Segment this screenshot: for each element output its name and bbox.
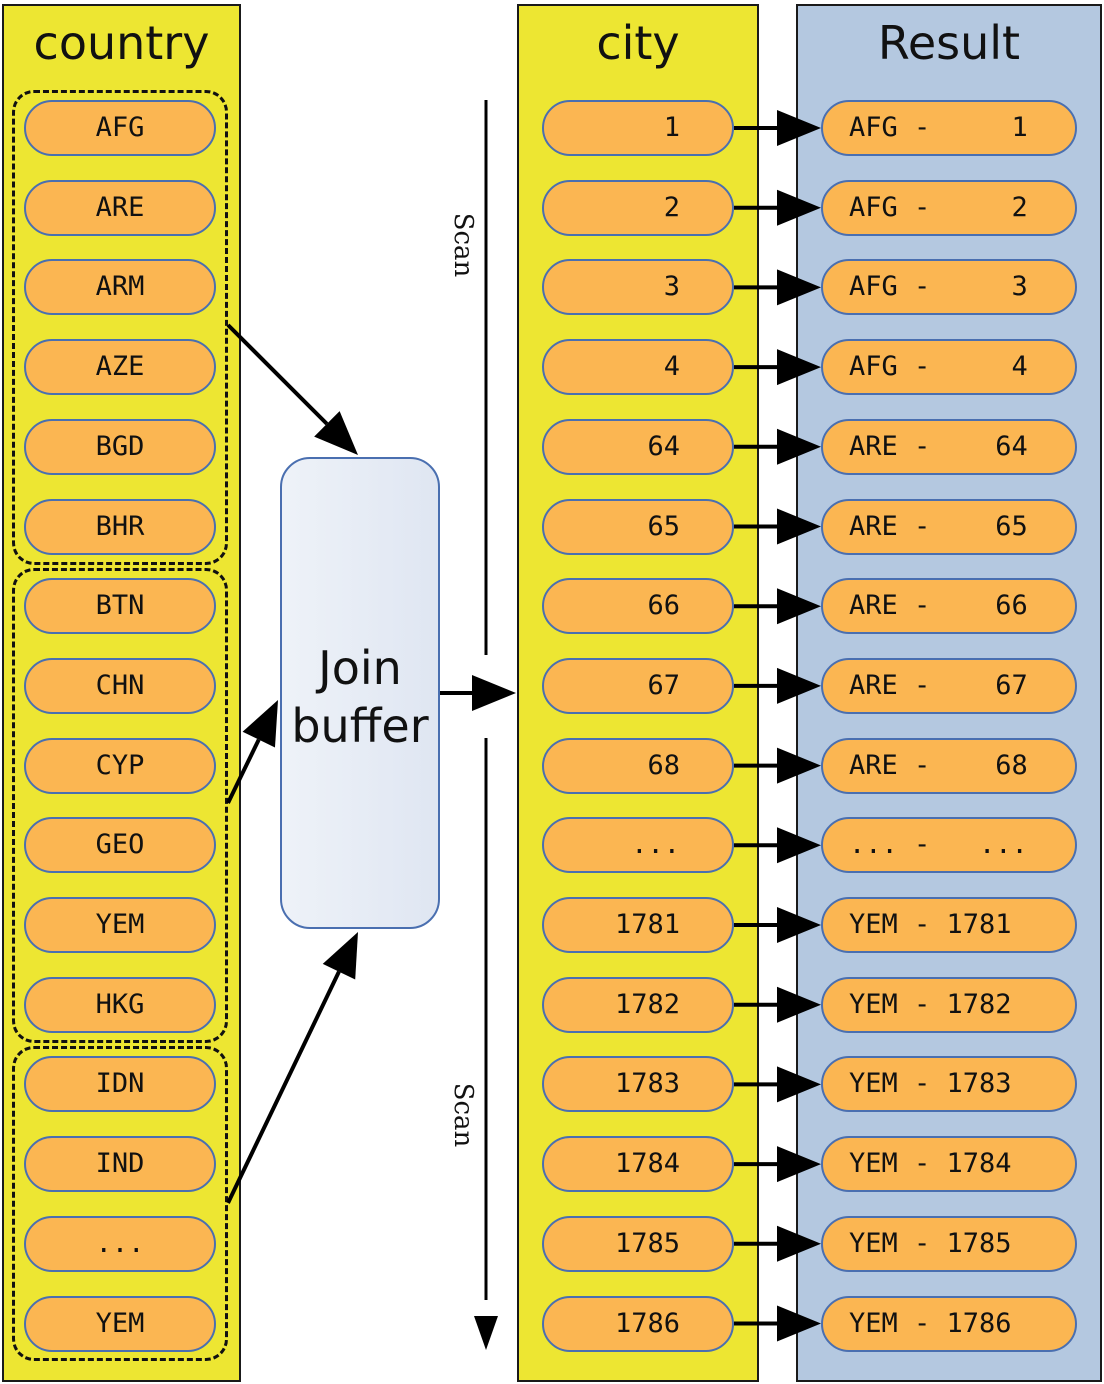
batch-2-arrow-head [242, 700, 278, 748]
city-row: 1785 [542, 1215, 734, 1272]
result-row: AFG - 1 [821, 100, 1077, 156]
city-title: city [596, 16, 680, 70]
country-row: BGD [24, 418, 216, 475]
city-row: 1 [542, 100, 734, 156]
city-to-result-arrow-head [777, 1146, 821, 1183]
result-row: ARE - 68 [821, 737, 1077, 794]
city-row: 4 [542, 339, 734, 396]
country-row: ARE [24, 179, 216, 236]
country-row: AFG [24, 100, 216, 156]
city-to-result-arrow-head [777, 508, 821, 545]
result-row: YEM - 1784 [821, 1136, 1077, 1193]
city-to-result-arrow-head [777, 428, 821, 465]
city-to-result-arrow-head [777, 747, 821, 784]
result-row: YEM - 1781 [821, 897, 1077, 953]
city-row: 1784 [542, 1136, 734, 1193]
result-row: YEM - 1783 [821, 1056, 1077, 1113]
city-row: 67 [542, 657, 734, 714]
city-to-result-arrow-head [777, 907, 821, 943]
buffer-to-city-arrow-head [472, 675, 516, 711]
city-to-result-arrow-head [777, 1225, 821, 1262]
result-row: YEM - 1785 [821, 1215, 1077, 1272]
country-row: BTN [24, 578, 216, 635]
country-row: GEO [24, 817, 216, 874]
city-to-result-arrow-head [777, 269, 821, 306]
join-buffer-label-line2: buffer [291, 699, 429, 753]
result-row: AFG - 4 [821, 339, 1077, 396]
join-buffer-batch-group [12, 568, 228, 1043]
result-row: AFG - 3 [821, 259, 1077, 316]
city-row: 68 [542, 737, 734, 794]
city-row: 1786 [542, 1295, 734, 1352]
join-buffer-label-line1: Join [318, 641, 402, 695]
result-row: ARE - 66 [821, 578, 1077, 635]
country-row: YEM [24, 1295, 216, 1352]
batch-3-arrow-shaft [226, 970, 341, 1204]
country-row: CHN [24, 657, 216, 714]
city-row: ... [542, 817, 734, 874]
city-to-result-arrow-head [777, 1305, 821, 1342]
result-row: YEM - 1782 [821, 976, 1077, 1033]
country-title: country [33, 16, 210, 70]
city-to-result-arrow-head [777, 1066, 821, 1103]
country-row: BHR [24, 498, 216, 555]
country-row: AZE [24, 339, 216, 396]
city-to-result-arrow-head [777, 986, 821, 1023]
join-buffer-batch-group [12, 1046, 228, 1362]
city-row: 64 [542, 418, 734, 475]
city-row: 66 [542, 578, 734, 635]
batch-1-arrow-shaft [226, 323, 329, 426]
city-to-result-arrow-head [777, 588, 821, 625]
result-row: YEM - 1786 [821, 1295, 1077, 1352]
join-buffer-batch-group [12, 90, 228, 565]
country-row: IND [24, 1136, 216, 1193]
city-to-result-arrow-head [777, 827, 821, 864]
country-row: IDN [24, 1056, 216, 1113]
country-row: HKG [24, 976, 216, 1033]
country-row: YEM [24, 897, 216, 953]
country-row: CYP [24, 737, 216, 794]
city-row: 1783 [542, 1056, 734, 1113]
join-buffer: Join buffer [280, 457, 440, 929]
country-row: ARM [24, 259, 216, 316]
city-to-result-arrow-head [777, 189, 821, 226]
city-to-result-arrow-head [777, 349, 821, 386]
batch-3-arrow-head [322, 932, 358, 980]
batch-1-arrow-head [314, 411, 358, 455]
city-to-result-arrow-head [777, 667, 821, 704]
result-row: AFG - 2 [821, 179, 1077, 236]
city-to-result-arrow-head [777, 110, 821, 146]
scan-arrowhead [474, 1316, 498, 1350]
result-row: ARE - 67 [821, 657, 1077, 714]
city-row: 1782 [542, 976, 734, 1033]
result-row: ARE - 64 [821, 418, 1077, 475]
result-title: Result [877, 16, 1021, 70]
batch-2-arrow-shaft [226, 738, 261, 804]
city-row: 65 [542, 498, 734, 555]
result-row: ARE - 65 [821, 498, 1077, 555]
join-buffer-label: Join buffer [282, 639, 438, 755]
city-row: 2 [542, 179, 734, 236]
result-row: ... - ... [821, 817, 1077, 874]
country-row: ... [24, 1215, 216, 1272]
city-row: 3 [542, 259, 734, 316]
city-row: 1781 [542, 897, 734, 953]
